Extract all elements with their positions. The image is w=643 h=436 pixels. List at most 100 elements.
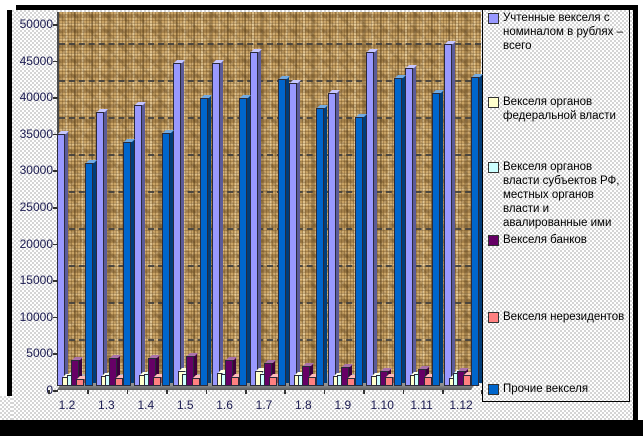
- x-tick: [166, 390, 168, 394]
- x-tick-label: 1.4: [137, 398, 155, 412]
- y-tick: [53, 24, 58, 26]
- bar-1.11-s5: [432, 90, 445, 386]
- x-tick-label: 1.11: [410, 398, 433, 412]
- x-tick-label: 1.7: [255, 398, 273, 412]
- legend-swatch: [488, 384, 499, 395]
- y-tick-label: 0: [46, 383, 53, 397]
- bar-1.2-s0: [57, 131, 69, 386]
- legend-swatch: [488, 235, 499, 246]
- y-tick: [53, 207, 58, 209]
- legend-label: Векселя нерезидентов: [503, 311, 625, 323]
- bar-1.10-s0: [366, 49, 379, 386]
- y-tick: [53, 243, 58, 246]
- plot-back-wall: [57, 12, 481, 375]
- y-tick-label: 10000: [19, 309, 53, 324]
- bar-1.4-s3: [147, 355, 160, 386]
- x-tick-label: 1.6: [216, 398, 233, 412]
- x-tick-label: 1.3: [98, 398, 115, 412]
- x-tick-label: 1.12: [449, 398, 473, 412]
- bar-1.5-s3: [186, 353, 199, 386]
- legend-item: Прочие векселя: [488, 382, 627, 396]
- legend-swatch: [488, 312, 499, 323]
- x-tick: [48, 390, 50, 394]
- border-right: [633, 5, 638, 420]
- y-tick-label: 35000: [19, 126, 53, 141]
- y-tick: [53, 133, 58, 136]
- bar-1.4-s5: [161, 130, 174, 386]
- gridline: [59, 154, 481, 156]
- gridline: [59, 80, 481, 82]
- y-tick-label: 20000: [19, 236, 53, 251]
- y-tick: [53, 170, 58, 172]
- bar-1.5-s0: [172, 60, 185, 386]
- y-tick: [53, 60, 58, 63]
- bar-1.2-s5: [84, 160, 97, 386]
- x-tick-label: 1.8: [295, 398, 312, 412]
- gridline: [59, 117, 481, 119]
- x-tick-label: 1.2: [58, 398, 76, 412]
- legend-label: Векселя банков: [503, 234, 587, 246]
- y-tick: [53, 390, 58, 392]
- legend-item: Векселя нерезидентов: [488, 310, 627, 324]
- y-tick-label: 45000: [19, 53, 53, 68]
- bar-1.12-s5: [471, 74, 483, 386]
- gridline: [59, 339, 481, 341]
- bar-1.6-s3: [225, 357, 238, 386]
- bar-1.3-s5: [123, 139, 136, 386]
- legend-item: Векселя органов федеральной власти: [488, 95, 627, 123]
- gridline: [59, 191, 481, 193]
- legend-item: Учтенные векселя с номиналом в рублях – …: [488, 11, 627, 53]
- bar-1.3-s0: [95, 109, 108, 386]
- y-tick: [53, 316, 58, 319]
- legend-swatch: [488, 13, 499, 24]
- y-tick: [53, 280, 58, 282]
- x-tick: [245, 390, 247, 394]
- chart-background-corner: [0, 396, 12, 420]
- x-tick-label: 1.9: [334, 398, 352, 412]
- bar-1.12-s0: [443, 41, 456, 386]
- legend-label: Учтенные векселя с номиналом в рублях – …: [503, 12, 623, 52]
- plot-area: [57, 12, 483, 390]
- gridline: [59, 265, 481, 267]
- bar-1.3-s3: [109, 355, 122, 386]
- y-tick-label: 40000: [19, 90, 53, 105]
- gridline: [59, 228, 481, 230]
- x-tick: [126, 390, 129, 394]
- y-tick-label: 50000: [19, 17, 53, 31]
- legend-swatch: [488, 97, 499, 108]
- border-left: [7, 10, 12, 396]
- bar-1.8-s0: [288, 80, 301, 386]
- bar-1.7-s0: [250, 49, 263, 386]
- y-tick: [53, 97, 58, 99]
- legend-item: Векселя банков: [488, 233, 627, 247]
- bar-1.2-s3: [70, 357, 83, 386]
- border-bottom: [0, 420, 643, 436]
- legend: Учтенные векселя с номиналом в рублях – …: [482, 8, 630, 402]
- x-tick: [323, 390, 326, 394]
- x-tick: [87, 390, 89, 394]
- bar-1.6-s5: [239, 95, 252, 386]
- legend-label: Векселя органов власти субъектов РФ, мес…: [503, 161, 620, 229]
- border-top: [16, 5, 638, 10]
- y-tick-label: 15000: [19, 273, 53, 288]
- bar-1.7-s5: [277, 76, 290, 386]
- y-tick-label: 25000: [19, 200, 53, 214]
- legend-swatch: [488, 162, 499, 173]
- x-tick-label: 1.10: [370, 398, 394, 412]
- bar-1.6-s0: [211, 60, 224, 386]
- bar-1.5-s5: [200, 95, 213, 386]
- bar-1.9-s5: [355, 114, 368, 386]
- bar-1.9-s0: [327, 90, 340, 386]
- bar-1.4-s0: [134, 102, 147, 386]
- x-tick: [284, 390, 286, 394]
- x-tick: [205, 390, 208, 394]
- legend-label: Векселя органов федеральной власти: [503, 96, 616, 122]
- x-tick: [442, 390, 444, 394]
- y-tick-label: 30000: [19, 163, 53, 178]
- gridline: [59, 302, 481, 304]
- bar-1.8-s5: [316, 105, 329, 386]
- y-tick-label: 5000: [26, 346, 53, 361]
- bar-1.10-s5: [393, 75, 406, 386]
- legend-label: Прочие векселя: [503, 383, 589, 395]
